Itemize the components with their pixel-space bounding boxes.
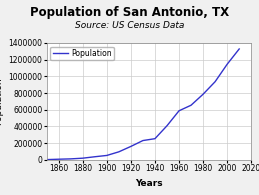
Population	[57, 158, 60, 160]
Population	[141, 139, 145, 142]
Population	[105, 154, 108, 157]
Population	[226, 63, 229, 65]
Population	[177, 110, 181, 112]
Population	[93, 156, 96, 158]
Population	[190, 104, 193, 106]
Text: Population of San Antonio, TX: Population of San Antonio, TX	[30, 6, 229, 19]
Population	[81, 157, 84, 159]
Population	[129, 145, 132, 148]
Line: Population: Population	[47, 49, 239, 160]
Text: Source: US Census Data: Source: US Census Data	[75, 21, 184, 30]
Population	[238, 48, 241, 50]
Population	[166, 125, 169, 127]
Population	[153, 137, 156, 140]
Population	[117, 151, 120, 153]
Population	[69, 158, 72, 160]
X-axis label: Years: Years	[135, 179, 163, 188]
Population	[214, 81, 217, 83]
Population	[202, 93, 205, 95]
Y-axis label: Population: Population	[0, 78, 3, 125]
Population	[45, 159, 48, 161]
Legend: Population: Population	[51, 47, 114, 60]
